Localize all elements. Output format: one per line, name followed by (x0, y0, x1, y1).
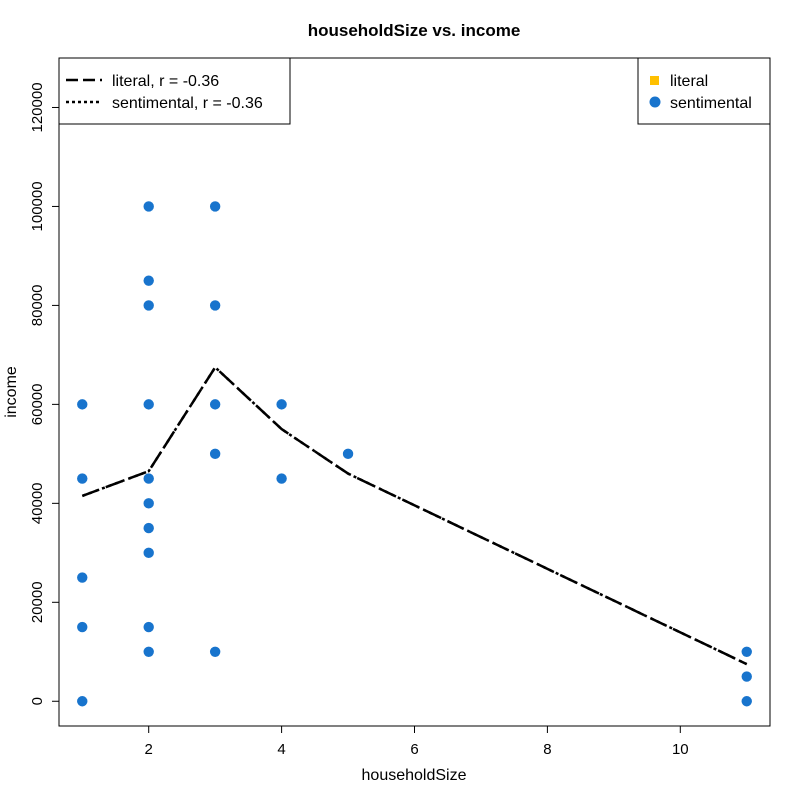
point-sentimental (143, 646, 154, 657)
y-tick-label: 20000 (29, 581, 46, 623)
point-sentimental (143, 275, 154, 286)
legend-literal-label: literal (670, 73, 708, 90)
line-legend: literal, r = -0.36 sentimental, r = -0.3… (58, 57, 291, 125)
point-sentimental (77, 399, 88, 410)
y-tick-label: 120000 (29, 82, 46, 132)
point-sentimental (276, 473, 287, 484)
legend-sentimental-line-label: sentimental, r = -0.36 (112, 95, 263, 112)
y-tick-label: 0 (29, 697, 46, 705)
point-sentimental (209, 399, 221, 410)
x-tick-label: 10 (672, 741, 689, 758)
legend-sentimental-label: sentimental (670, 95, 752, 112)
y-axis-label: income (3, 366, 20, 418)
x-axis: 2 4 6 8 10 (145, 725, 689, 758)
point-sentimental (143, 547, 154, 559)
legend-literal-marker (650, 76, 659, 85)
x-tick-label: 2 (145, 741, 153, 758)
point-sentimental (143, 473, 154, 484)
x-tick-label: 4 (277, 741, 285, 758)
trend-lines (81, 366, 748, 666)
point-sentimental (143, 498, 154, 509)
legend-sentimental-marker (649, 96, 661, 108)
data-points (77, 201, 752, 707)
trend-line-literal (81, 366, 748, 666)
point-legend: literal sentimental (637, 57, 771, 125)
point-sentimental (77, 696, 88, 707)
x-axis-label: householdSize (362, 767, 467, 784)
point-sentimental (209, 201, 221, 212)
point-sentimental (143, 201, 154, 212)
y-axis: 0 20000 40000 60000 80000 100000 120000 (29, 82, 60, 705)
point-sentimental (77, 572, 88, 583)
plot-area (58, 57, 771, 727)
point-legend-box (637, 57, 771, 125)
point-sentimental (143, 522, 154, 534)
trend-line-sentimental (81, 366, 748, 666)
y-tick-label: 60000 (29, 384, 46, 426)
line-legend-box (58, 57, 291, 125)
point-sentimental (342, 448, 354, 460)
point-sentimental (143, 300, 154, 311)
x-tick-label: 6 (410, 741, 418, 758)
point-sentimental (143, 621, 154, 633)
point-sentimental (276, 399, 287, 410)
point-sentimental (741, 671, 752, 682)
chart-title: householdSize vs. income (308, 21, 521, 40)
point-sentimental (143, 399, 154, 410)
point-sentimental (741, 696, 752, 707)
x-tick-label: 8 (543, 741, 551, 758)
y-tick-label: 40000 (29, 482, 46, 524)
point-sentimental (209, 300, 221, 311)
point-sentimental (741, 646, 752, 657)
point-sentimental (77, 473, 88, 484)
point-sentimental (77, 621, 88, 633)
y-tick-label: 80000 (29, 285, 46, 327)
point-sentimental (209, 646, 221, 657)
y-tick-label: 100000 (29, 181, 46, 231)
legend-literal-line-label: literal, r = -0.36 (112, 73, 219, 90)
point-sentimental (209, 448, 221, 460)
